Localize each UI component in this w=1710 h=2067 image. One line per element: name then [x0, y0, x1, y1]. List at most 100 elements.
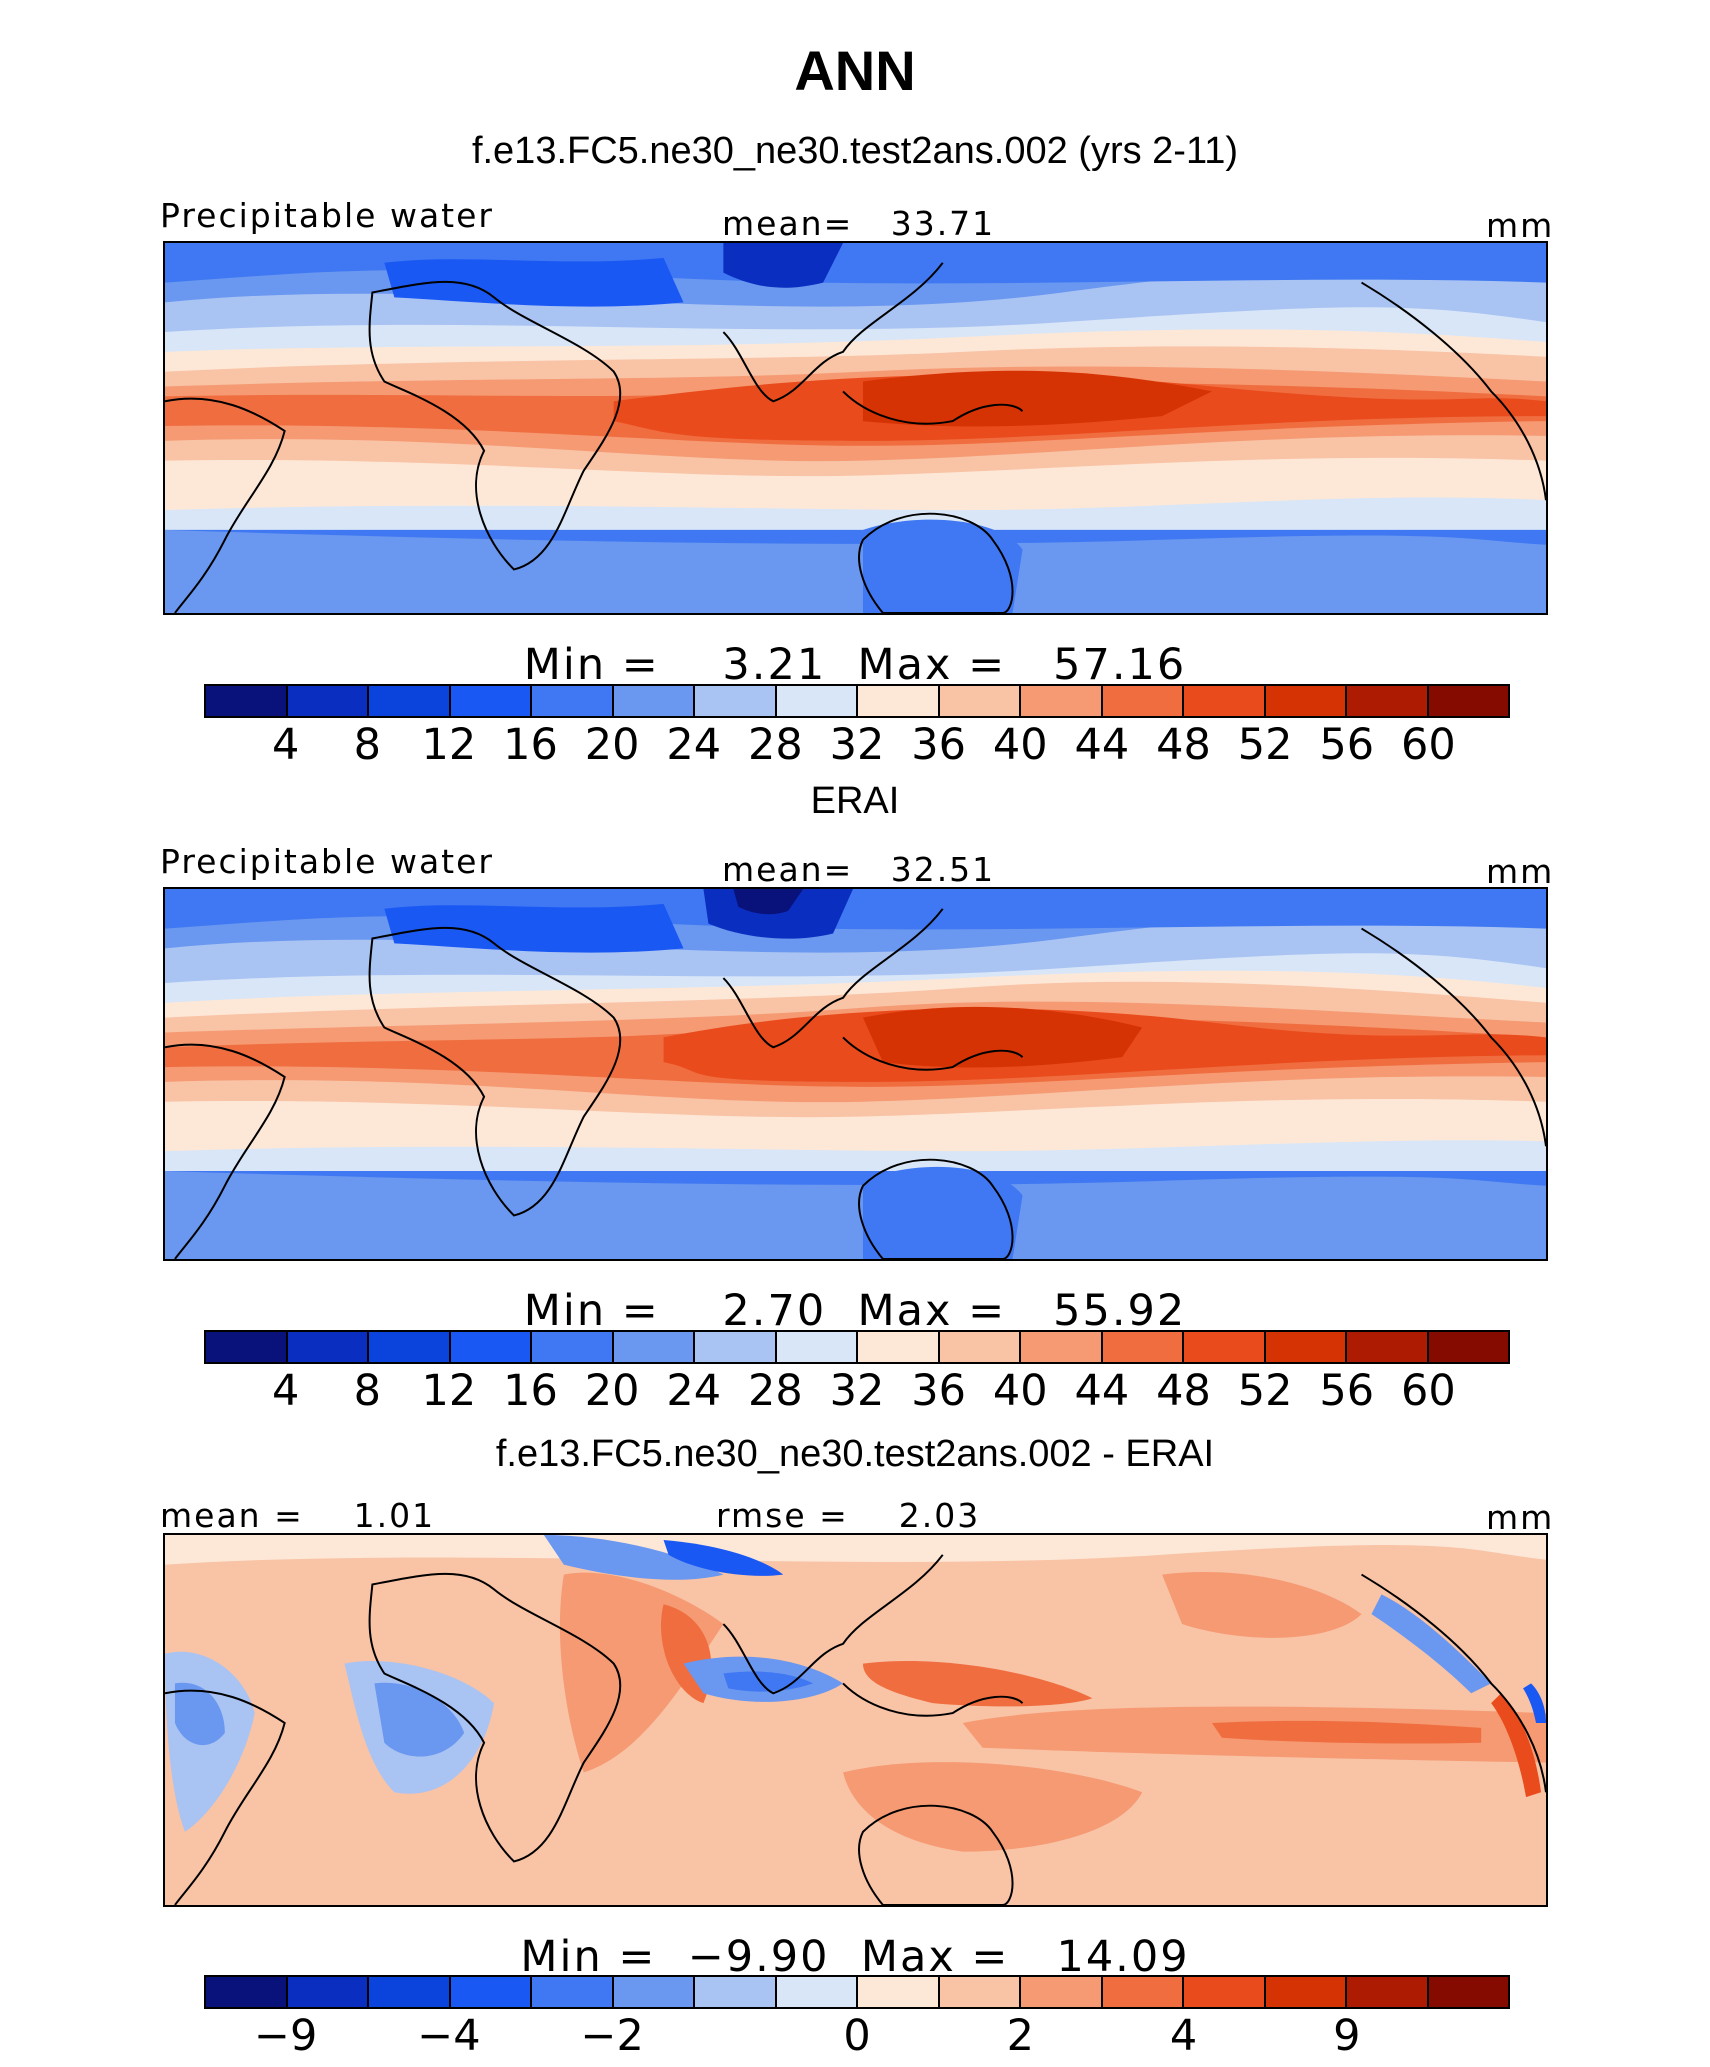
difference-field-map	[165, 1535, 1546, 1905]
panel-3-minmax: Min = −9.90 Max = 14.09	[520, 1932, 1190, 1982]
panel-3-colorbar-ticks: −9 −4 −2 0 2 4 9	[204, 2011, 1510, 2061]
colorbar-tick-label: 56	[1319, 1366, 1375, 1416]
colorbar-tick-label: 4	[271, 720, 300, 770]
colorbar-tick-label: 20	[584, 1366, 640, 1416]
colorbar-swatch	[1102, 686, 1184, 716]
colorbar-tick-label: 36	[911, 720, 966, 770]
colorbar-swatch	[1347, 1977, 1429, 2007]
colorbar-tick-label: 4	[271, 1366, 300, 1416]
panel-2-units-label: mm	[1486, 852, 1555, 891]
colorbar-swatch	[1428, 686, 1508, 716]
colorbar-swatch	[1102, 1977, 1184, 2007]
colorbar-swatch	[1265, 686, 1347, 716]
colorbar-swatch	[206, 686, 288, 716]
colorbar-swatch	[1347, 686, 1429, 716]
colorbar-tick-label: −9	[253, 2011, 318, 2061]
colorbar-tick-label: −2	[580, 2011, 644, 2061]
panel-2-map	[163, 887, 1548, 1261]
colorbar-swatch	[1184, 1332, 1266, 1362]
colorbar-swatch	[369, 686, 451, 716]
colorbar-tick-label: 52	[1237, 720, 1293, 770]
panel-3-mean-label: mean = 1.01	[160, 1496, 436, 1535]
panel-1-units-label: mm	[1486, 206, 1555, 245]
panel-2-colorbar	[204, 1330, 1510, 1364]
colorbar-tick-label: 24	[666, 1366, 722, 1416]
colorbar-swatch	[613, 686, 695, 716]
panel-1-colorbar	[204, 684, 1510, 718]
colorbar-tick-label: 36	[911, 1366, 966, 1416]
colorbar-tick-label: 16	[503, 1366, 558, 1416]
panel-2-colorbar-ticks: 4 8 12 16 20 24 28 32 36 40 44 48 52 56 60	[204, 1366, 1510, 1416]
colorbar-swatch	[1102, 1332, 1184, 1362]
colorbar-swatch	[1428, 1332, 1508, 1362]
colorbar-tick-label: 32	[829, 1366, 885, 1416]
colorbar-swatch	[1428, 1977, 1508, 2007]
colorbar-tick-label: 52	[1237, 1366, 1293, 1416]
colorbar-swatch	[287, 1332, 369, 1362]
colorbar-swatch	[369, 1977, 451, 2007]
colorbar-tick-label: 60	[1401, 1366, 1456, 1416]
colorbar-tick-label: 20	[584, 720, 640, 770]
colorbar-swatch	[613, 1977, 695, 2007]
colorbar-swatch	[369, 1332, 451, 1362]
colorbar-tick-label: 48	[1156, 1366, 1211, 1416]
colorbar-tick-label: 9	[1333, 2011, 1361, 2061]
colorbar-swatch	[1265, 1977, 1347, 2007]
colorbar-swatch	[450, 686, 532, 716]
colorbar-swatch	[1265, 1332, 1347, 1362]
colorbar-tick-label: 0	[843, 2011, 871, 2061]
colorbar-tick-label: 8	[353, 720, 381, 770]
colorbar-tick-label: 16	[503, 720, 558, 770]
panel-1-minmax: Min = 3.21 Max = 57.16	[523, 640, 1187, 690]
panel-3-subtitle: f.e13.FC5.ne30_ne30.test2ans.002 - ERAI	[495, 1433, 1215, 1475]
colorbar-swatch	[1184, 1977, 1266, 2007]
colorbar-swatch	[450, 1332, 532, 1362]
panel-3-rmse-label: rmse = 2.03	[716, 1496, 981, 1535]
panel-3-colorbar	[204, 1975, 1510, 2009]
colorbar-tick-label: 48	[1156, 720, 1211, 770]
model-field-map	[165, 243, 1546, 613]
colorbar-tick-label: −4	[417, 2011, 481, 2061]
colorbar-tick-label: 12	[421, 720, 477, 770]
panel-2-variable-label: Precipitable water	[160, 842, 494, 881]
colorbar-swatch	[532, 1332, 614, 1362]
panel-2-minmax: Min = 2.70 Max = 55.92	[523, 1286, 1187, 1336]
colorbar-tick-label: 12	[421, 1366, 477, 1416]
panel-1-subtitle: f.e13.FC5.ne30_ne30.test2ans.002 (yrs 2-…	[471, 130, 1239, 172]
colorbar-tick-label: 4	[1169, 2011, 1198, 2061]
colorbar-swatch	[939, 1332, 1021, 1362]
colorbar-swatch	[939, 1977, 1021, 2007]
colorbar-swatch	[532, 686, 614, 716]
plot-title: ANN	[794, 39, 916, 102]
colorbar-swatch	[695, 1977, 777, 2007]
colorbar-tick-label: 8	[353, 1366, 381, 1416]
colorbar-tick-label: 24	[666, 720, 722, 770]
colorbar-tick-label: 56	[1319, 720, 1375, 770]
panel-2-mean-label: mean= 32.51	[722, 850, 996, 889]
colorbar-swatch	[1021, 1977, 1103, 2007]
colorbar-tick-label: 44	[1074, 1366, 1130, 1416]
colorbar-swatch	[287, 1977, 369, 2007]
colorbar-swatch	[532, 1977, 614, 2007]
colorbar-tick-label: 32	[829, 720, 885, 770]
colorbar-swatch	[206, 1977, 288, 2007]
colorbar-swatch	[776, 1332, 858, 1362]
colorbar-swatch	[776, 1977, 858, 2007]
panel-3-units-label: mm	[1486, 1498, 1555, 1537]
colorbar-swatch	[450, 1977, 532, 2007]
colorbar-swatch	[206, 1332, 288, 1362]
panel-1-variable-label: Precipitable water	[160, 196, 494, 235]
colorbar-swatch	[695, 686, 777, 716]
panel-1-colorbar-ticks: 4 8 12 16 20 24 28 32 36 40 44 48 52 56 60	[204, 720, 1510, 770]
colorbar-tick-label: 28	[748, 1366, 803, 1416]
colorbar-swatch	[776, 686, 858, 716]
colorbar-swatch	[695, 1332, 777, 1362]
colorbar-tick-label: 60	[1401, 720, 1456, 770]
panel-2-subtitle: ERAI	[810, 780, 900, 822]
colorbar-swatch	[858, 686, 940, 716]
colorbar-tick-label: 2	[1006, 2011, 1034, 2061]
colorbar-swatch	[858, 1332, 940, 1362]
colorbar-swatch	[1021, 1332, 1103, 1362]
obs-field-map	[165, 889, 1546, 1259]
colorbar-tick-label: 40	[992, 1366, 1048, 1416]
